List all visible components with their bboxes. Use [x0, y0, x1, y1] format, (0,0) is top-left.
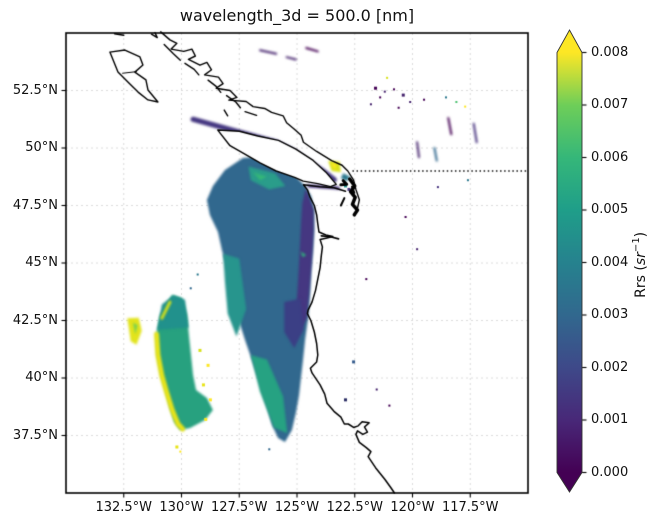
colorbar-tick-label: 0.004 [591, 254, 629, 270]
colorbar-tick-label: 0.000 [591, 464, 629, 480]
x-tick-label: 132.5°W [95, 500, 153, 515]
x-tick-label: 125°W [274, 500, 320, 515]
colorbar-tick-label: 0.007 [591, 97, 629, 112]
x-tick-label: 120°W [390, 500, 435, 515]
y-tick-label: 50°N [25, 140, 58, 155]
plot-title: wavelength_3d = 500.0 [nm] [179, 6, 415, 25]
y-tick-label: 52.5°N [12, 82, 58, 98]
colorbar-bar [556, 29, 583, 493]
x-tick-label: 117.5°W [441, 500, 499, 515]
y-tick-label: 37.5°N [12, 427, 58, 443]
colorbar-gradient [556, 29, 583, 493]
x-tick-label: 130°W [159, 500, 204, 515]
y-tick-label: 45°N [25, 255, 58, 270]
colorbar-tick-label: 0.002 [591, 359, 629, 375]
colorbar-tick-label: 0.008 [591, 44, 629, 60]
colorbar-tick-label: 0.006 [591, 149, 629, 165]
x-tick-label: 122.5°W [326, 500, 384, 515]
colorbar-tick-label: 0.003 [591, 307, 629, 322]
y-tick-label: 42.5°N [12, 312, 58, 328]
x-tick-label: 127.5°W [210, 500, 268, 515]
colorbar-label-exponent: −1 [631, 237, 643, 253]
colorbar-label-close: ) [632, 231, 649, 238]
y-tick-label: 47.5°N [12, 197, 58, 213]
colorbar-label-prefix: Rrs ( [632, 265, 649, 298]
colorbar-label-term: sr [632, 252, 649, 266]
colorbar-axis-label: Rrs (sr−1) [631, 209, 649, 321]
colorbar-tick-label: 0.005 [591, 202, 629, 217]
y-tick-label: 40°N [25, 370, 58, 385]
colorbar-tick-label: 0.001 [591, 412, 629, 427]
